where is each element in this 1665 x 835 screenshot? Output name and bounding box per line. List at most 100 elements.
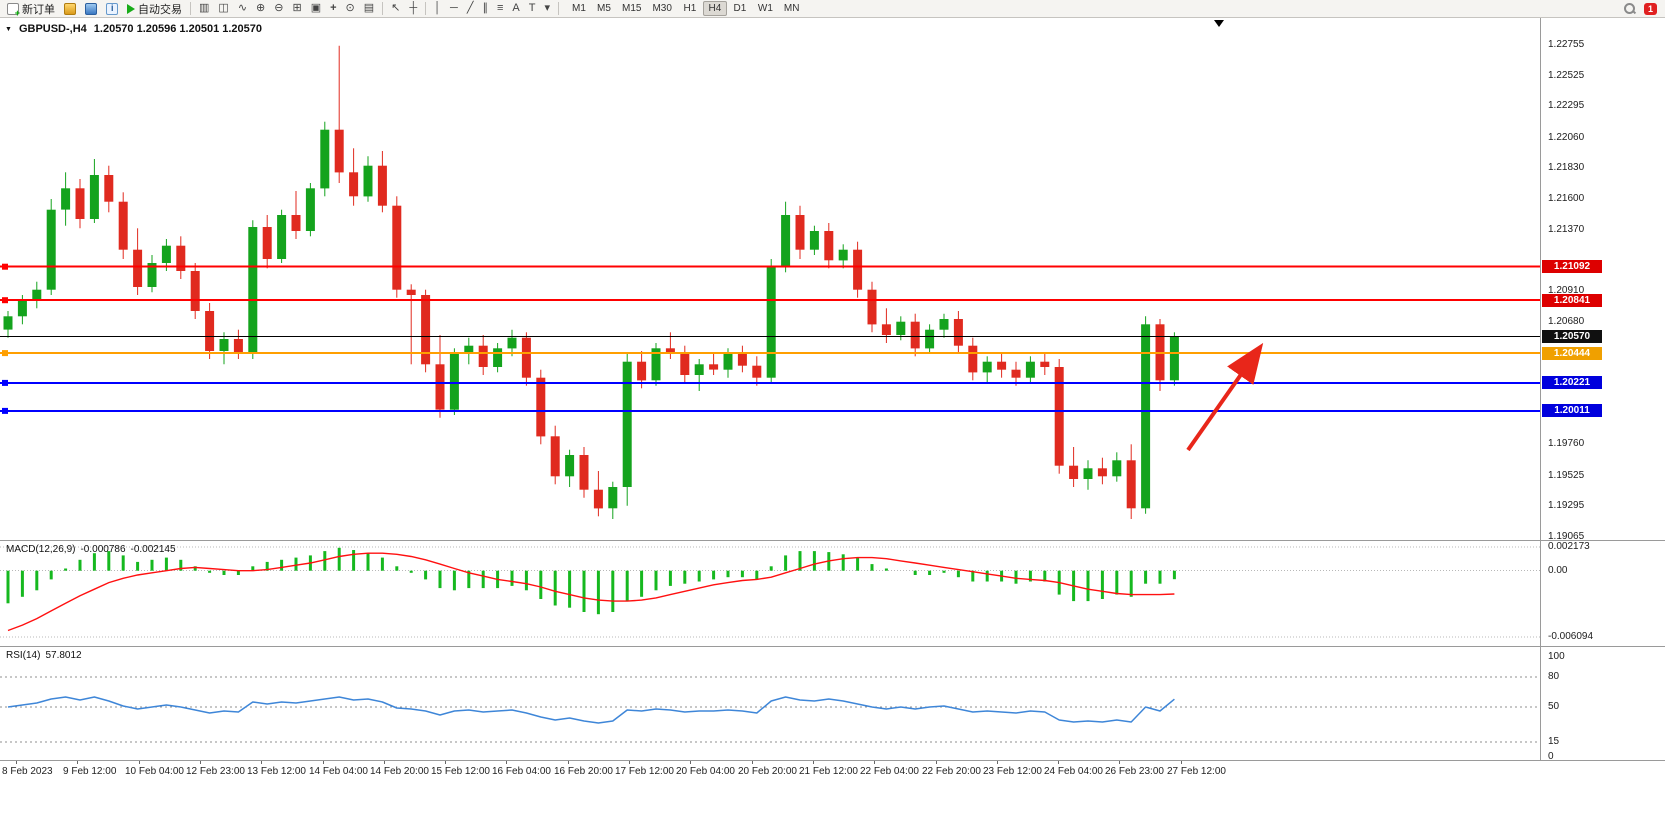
cascade-windows-button[interactable]: ▣ [307,1,325,17]
rsi-axis-label: 0 [1548,751,1554,762]
timeframe-button-D1[interactable]: D1 [728,1,752,16]
shapes-button[interactable]: ▾ [540,1,554,17]
timeframe-button-H4[interactable]: H4 [702,1,727,16]
time-axis-label: 16 Feb 20:00 [554,766,613,777]
vertical-line-button[interactable]: │ [430,1,445,17]
info-icon [106,2,118,15]
timeframe-button-M1[interactable]: M1 [567,1,591,16]
line-chart-icon: ∿ [237,2,248,14]
candle-body [565,455,575,477]
crosshair-button[interactable]: ┼ [405,1,421,17]
candle-body [824,231,834,261]
time-axis-tick [1119,761,1120,764]
candle-body [953,319,963,346]
text-label-button[interactable]: T [525,1,540,17]
time-axis-tick [384,761,385,764]
trendline-button[interactable]: ╱ [463,1,478,17]
candle-body [32,289,42,301]
templates-button[interactable]: ▤ [360,1,378,17]
zoom-out-button[interactable]: ⊖ [270,1,287,17]
line-handle[interactable] [2,379,8,386]
price-tag: 1.20841 [1542,294,1602,307]
data-window-button[interactable] [102,1,122,17]
horizontal-line-icon: ─ [450,2,458,14]
market-watch-icon [85,2,97,15]
annotation-arrow[interactable] [1186,342,1264,452]
candle-body [925,329,935,349]
rsi-axis-label: 80 [1548,671,1560,682]
timeframe-button-M30[interactable]: M30 [647,1,676,16]
tile-windows-button[interactable]: ⊞ [288,1,305,17]
timeframe-button-M5[interactable]: M5 [592,1,616,16]
line-handle[interactable] [2,297,8,304]
rsi-chart[interactable] [0,647,1540,760]
candle-body [406,289,416,295]
rsi-label: RSI(14) 57.8012 [6,650,87,661]
price-axis[interactable]: 1.22755 1.22525 1.22295 1.22060 1.21830 1.216… [1541,18,1665,542]
candle-body [809,231,819,250]
time-axis-label: 14 Feb 04:00 [309,766,368,777]
line-handle[interactable] [2,407,8,414]
candle-body [248,227,258,354]
template-icon: ▤ [363,2,375,14]
candle-body [665,348,675,354]
candle-body [262,227,272,259]
candle-body [46,209,56,290]
timeframe-button-H1[interactable]: H1 [678,1,702,16]
profile-button[interactable] [60,1,80,17]
candle-body [737,353,747,366]
macd-chart[interactable] [0,541,1540,646]
text-button[interactable]: A [508,1,523,17]
horizontal-line-button[interactable]: ─ [446,1,462,17]
price-tag: 1.20444 [1542,347,1602,360]
candle-body [867,289,877,325]
fibonacci-button[interactable]: ≡ [493,1,507,17]
chart-shift-marker[interactable] [1214,20,1224,27]
timeframe-button-W1[interactable]: W1 [753,1,778,16]
one-click-trading-toggle[interactable]: ▼ [5,25,12,33]
channel-button[interactable]: ∥ [478,1,492,17]
time-axis-label: 13 Feb 12:00 [247,766,306,777]
bar-chart-button[interactable]: ▥ [195,1,213,17]
candle-body [608,487,618,509]
auto-trading-button[interactable]: 自动交易 [123,1,186,17]
candle-body [377,165,387,206]
line-handle[interactable] [2,350,8,357]
candle-body [1112,460,1122,477]
candle-body [593,489,603,509]
price-axis-label: 1.20680 [1548,316,1585,327]
indicators-button[interactable]: + [326,1,340,17]
rsi-axis-label: 100 [1548,651,1565,662]
line-handle[interactable] [2,263,8,270]
macd-panel[interactable]: MACD(12,26,9) -0.000786 -0.002145 0.002173… [0,541,1665,647]
price-tag: 1.21092 [1542,260,1602,273]
candle-body [1083,468,1093,479]
price-chart-panel[interactable]: ▼ GBPUSD-,H4 1.20570 1.20596 1.20501 1.2… [0,18,1665,542]
zoom-in-button[interactable]: ⊕ [252,1,269,17]
cursor-button[interactable]: ↖ [387,1,404,17]
market-watch-button[interactable] [81,1,101,17]
search-icon[interactable] [1623,2,1636,15]
timeframe-button-M15[interactable]: M15 [617,1,646,16]
macd-axis[interactable]: 0.002173 0.00 -0.006094 [1541,541,1665,646]
candle-body [1169,336,1179,381]
time-axis-label: 8 Feb 2023 [2,766,53,777]
candlestick-chart[interactable] [0,18,1540,540]
time-axis-label: 10 Feb 04:00 [125,766,184,777]
periods-button[interactable]: ⊙ [342,1,359,17]
candle-body [421,295,431,365]
fibonacci-icon: ≡ [496,2,504,14]
notification-badge[interactable]: 1 [1643,2,1657,15]
rsi-panel[interactable]: RSI(14) 57.8012 100 80 50 15 0 [0,647,1665,762]
time-axis-label: 12 Feb 23:00 [186,766,245,777]
time-axis[interactable]: 8 Feb 2023 9 Feb 12:00 10 Feb 04:00 12 Feb … [0,761,1665,781]
line-chart-button[interactable]: ∿ [234,1,251,17]
new-order-button[interactable]: 新订单 [3,1,59,18]
timeframe-button-MN[interactable]: MN [779,1,805,16]
time-axis-tick [813,761,814,764]
candle-body [147,263,157,287]
candle-body [1040,361,1050,367]
rsi-axis[interactable]: 100 80 50 15 0 [1541,647,1665,762]
candlestick-chart-button[interactable]: ◫ [214,1,232,17]
